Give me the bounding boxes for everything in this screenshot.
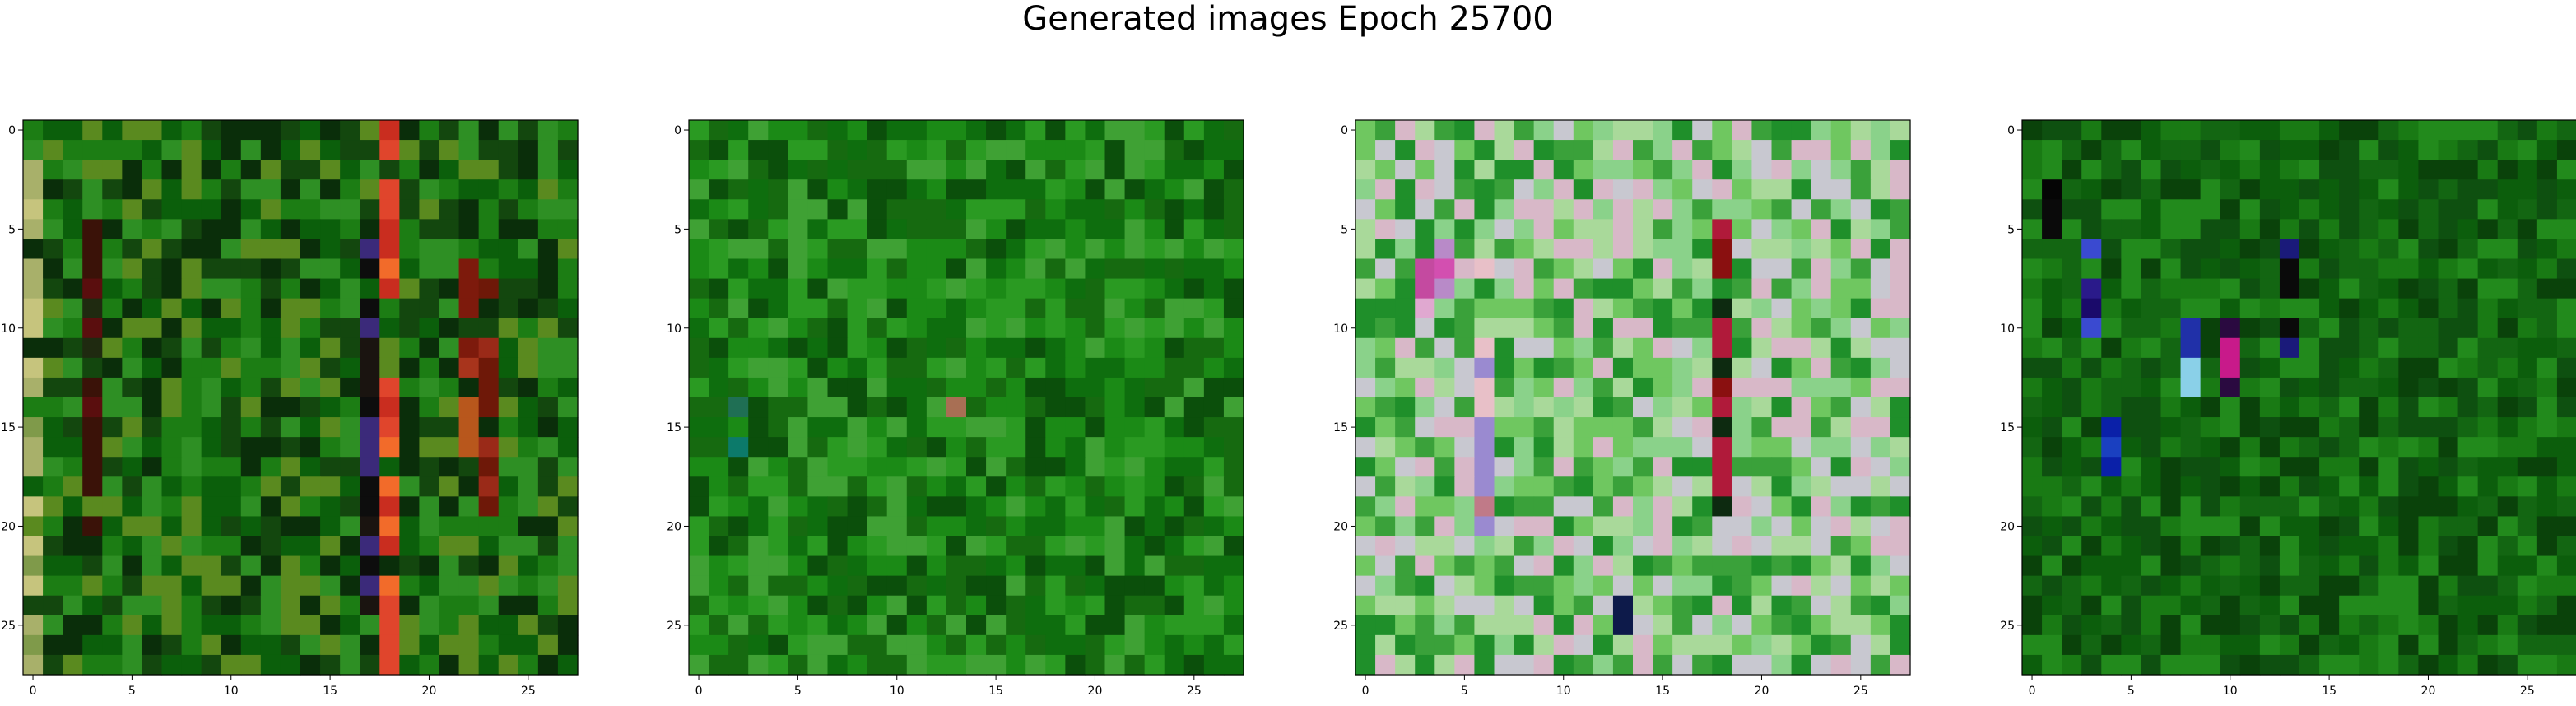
pixel-grid	[2022, 120, 2576, 676]
axes-frame	[688, 119, 1244, 676]
y-tick-label: 15	[2000, 421, 2015, 434]
generated-image-4: 0 5 10 15 20 25 0 5 10 15 20 25	[2000, 119, 2576, 698]
y-tick-label: 0	[674, 124, 681, 137]
pixel-grid	[1355, 120, 1911, 676]
y-tick-label: 20	[1, 520, 16, 533]
y-tick-label: 15	[1, 421, 16, 434]
x-tick-label: 15	[1655, 685, 1670, 698]
y-tick-label: 25	[667, 620, 681, 633]
y-tick-label: 25	[1, 620, 16, 633]
y-tick-label: 25	[1333, 620, 1348, 633]
pixel-grid	[689, 120, 1244, 676]
y-tick-label: 10	[2000, 323, 2015, 336]
x-tick-label: 0	[30, 685, 37, 698]
x-tick-label: 15	[323, 685, 337, 698]
axes-frame	[22, 119, 579, 676]
x-tick-label: 20	[422, 685, 437, 698]
y-tick-label: 5	[2007, 223, 2015, 236]
y-tick-label: 20	[2000, 520, 2015, 533]
x-tick-label: 0	[695, 685, 703, 698]
figure-title: Generated images Epoch 25700	[1022, 0, 1554, 38]
y-tick-label: 25	[2000, 620, 2015, 633]
x-tick-label: 25	[521, 685, 536, 698]
axes-frame	[2021, 119, 2576, 676]
y-tick-label: 5	[674, 223, 681, 236]
y-tick-label: 10	[1333, 323, 1348, 336]
x-tick-label: 10	[1556, 685, 1571, 698]
x-tick-label: 5	[794, 685, 802, 698]
y-tick-label: 0	[8, 124, 16, 137]
x-tick-label: 20	[2421, 685, 2436, 698]
y-tick-label: 15	[667, 421, 681, 434]
x-tick-label: 25	[1853, 685, 1868, 698]
pixel-grid	[23, 120, 579, 676]
x-tick-label: 15	[2322, 685, 2337, 698]
x-tick-label: 0	[1362, 685, 1369, 698]
x-tick-label: 25	[1187, 685, 1202, 698]
y-tick-label: 0	[1341, 124, 1348, 137]
x-tick-label: 10	[2223, 685, 2238, 698]
y-tick-label: 20	[1333, 520, 1348, 533]
x-tick-label: 25	[2520, 685, 2535, 698]
x-tick-label: 10	[890, 685, 904, 698]
x-tick-label: 15	[988, 685, 1003, 698]
generated-image-3: 0 5 10 15 20 25 0 5 10 15 20 25	[1333, 119, 1911, 698]
x-tick-label: 5	[1461, 685, 1468, 698]
y-tick-label: 0	[2007, 124, 2015, 137]
y-tick-label: 10	[667, 323, 681, 336]
y-tick-label: 20	[667, 520, 681, 533]
generated-image-2: 0 5 10 15 20 25 0 5 10 15 20 25	[667, 119, 1244, 698]
x-tick-label: 0	[2029, 685, 2036, 698]
x-tick-label: 5	[2127, 685, 2135, 698]
x-tick-label: 20	[1755, 685, 1769, 698]
x-tick-label: 5	[128, 685, 136, 698]
y-tick-label: 15	[1333, 421, 1348, 434]
y-tick-label: 5	[8, 223, 16, 236]
axes-frame	[1355, 119, 1911, 676]
generated-image-1: 0 5 10 15 20 25 0 5 10 15 20 25	[1, 119, 579, 698]
y-tick-label: 10	[1, 323, 16, 336]
x-tick-label: 10	[224, 685, 239, 698]
x-tick-label: 20	[1088, 685, 1103, 698]
y-tick-label: 5	[1341, 223, 1348, 236]
